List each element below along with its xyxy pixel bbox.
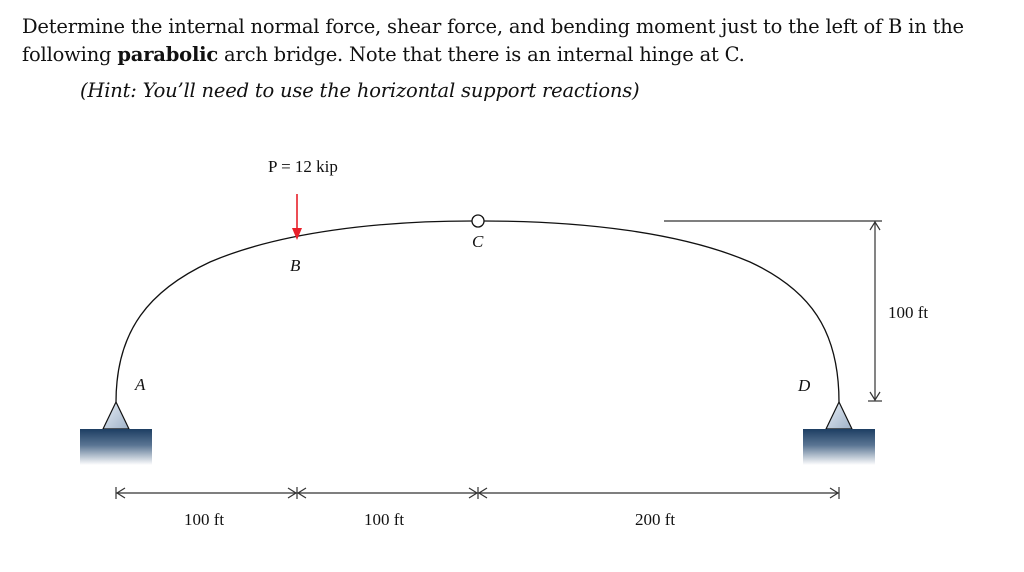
- problem-keyword-parabolic: parabolic: [117, 43, 219, 66]
- dimension-ab-label: 100 ft: [184, 510, 224, 529]
- hint-text: (Hint: You’ll need to use the horizontal…: [80, 79, 640, 102]
- horizontal-dimension-line: [115, 487, 840, 499]
- dimension-cd-label: 200 ft: [635, 510, 675, 529]
- hinge-c-icon: [471, 214, 485, 228]
- vertical-dimension-line: [664, 220, 882, 402]
- load-arrow-icon: [292, 194, 302, 240]
- problem-line-2-post: arch bridge. Note that there is an inter…: [218, 43, 745, 66]
- problem-statement: Determine the internal normal force, she…: [22, 13, 1012, 69]
- point-b-label: B: [290, 256, 301, 275]
- point-d-label: D: [797, 376, 811, 395]
- pin-support-a-icon: [80, 400, 152, 465]
- dimension-bc-label: 100 ft: [364, 510, 404, 529]
- problem-line-1: Determine the internal normal force, she…: [22, 15, 964, 38]
- arch-curve: [115, 220, 840, 403]
- point-a-label: A: [134, 375, 146, 394]
- load-label: P = 12 kip: [268, 157, 338, 176]
- point-c-label: C: [472, 232, 484, 251]
- rise-dimension-label: 100 ft: [888, 303, 928, 322]
- problem-line-2-pre: following: [22, 43, 118, 66]
- pin-support-d-icon: [803, 400, 875, 465]
